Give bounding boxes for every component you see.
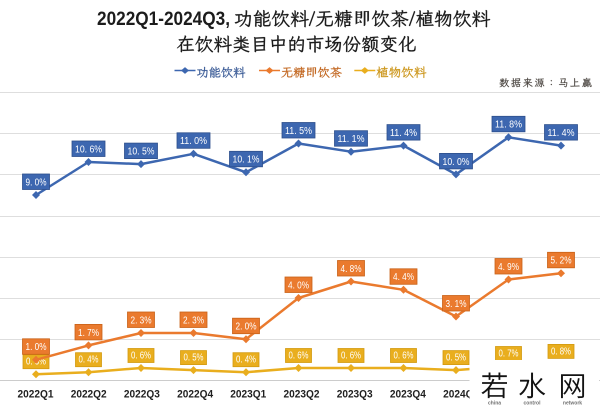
- svg-text:0. 5%: 0. 5%: [446, 353, 466, 364]
- svg-text:0. 4%: 0. 4%: [79, 355, 99, 366]
- svg-text:11. 4%: 11. 4%: [548, 128, 575, 139]
- svg-text:10. 6%: 10. 6%: [75, 144, 102, 155]
- svg-text:11. 5%: 11. 5%: [285, 126, 312, 137]
- svg-text:9. 0%: 9. 0%: [26, 177, 47, 188]
- svg-text:0. 6%: 0. 6%: [341, 350, 361, 361]
- svg-text:0. 5%: 0. 5%: [184, 353, 204, 364]
- svg-text:2. 0%: 2. 0%: [236, 322, 257, 333]
- svg-text:3. 1%: 3. 1%: [446, 299, 467, 310]
- svg-text:4. 0%: 4. 0%: [288, 280, 309, 291]
- svg-text:0. 6%: 0. 6%: [394, 350, 414, 361]
- svg-text:2022Q1: 2022Q1: [18, 389, 54, 401]
- svg-text:10. 0%: 10. 0%: [443, 157, 470, 168]
- svg-text:2023Q1: 2023Q1: [230, 389, 266, 401]
- svg-text:2. 3%: 2. 3%: [183, 315, 204, 326]
- svg-text:2023Q3: 2023Q3: [337, 389, 373, 401]
- svg-text:control: control: [524, 401, 542, 407]
- svg-text:10. 1%: 10. 1%: [233, 155, 260, 166]
- svg-text:network: network: [563, 401, 582, 407]
- svg-text:0. 4%: 0. 4%: [236, 355, 256, 366]
- svg-text:0. 7%: 0. 7%: [499, 348, 519, 359]
- svg-text:0. 8%: 0. 8%: [551, 346, 571, 357]
- svg-text:2022Q1-2024Q3,: 2022Q1-2024Q3,: [97, 9, 230, 30]
- svg-text:2022Q3: 2022Q3: [124, 389, 160, 401]
- svg-text:2022Q2: 2022Q2: [71, 389, 107, 401]
- svg-text:0. 6%: 0. 6%: [131, 350, 151, 361]
- svg-text:11. 4%: 11. 4%: [390, 128, 417, 139]
- svg-text:2023Q4: 2023Q4: [390, 389, 427, 401]
- svg-text:5. 2%: 5. 2%: [551, 256, 572, 267]
- svg-text:2022Q4: 2022Q4: [177, 389, 214, 401]
- svg-text:2023Q2: 2023Q2: [284, 389, 320, 401]
- svg-text:2. 3%: 2. 3%: [131, 315, 152, 326]
- svg-text:1. 0%: 1. 0%: [26, 342, 47, 353]
- svg-text:4. 9%: 4. 9%: [498, 262, 519, 273]
- svg-text:11. 0%: 11. 0%: [180, 136, 207, 147]
- svg-text:4. 4%: 4. 4%: [393, 272, 414, 283]
- svg-text:1. 7%: 1. 7%: [78, 328, 99, 339]
- svg-text:4. 8%: 4. 8%: [341, 264, 362, 275]
- svg-text:china: china: [488, 401, 501, 407]
- svg-text:10. 5%: 10. 5%: [128, 147, 155, 158]
- svg-text:11. 1%: 11. 1%: [338, 134, 365, 145]
- svg-text:11. 8%: 11. 8%: [495, 120, 522, 131]
- svg-text:0. 6%: 0. 6%: [289, 350, 309, 361]
